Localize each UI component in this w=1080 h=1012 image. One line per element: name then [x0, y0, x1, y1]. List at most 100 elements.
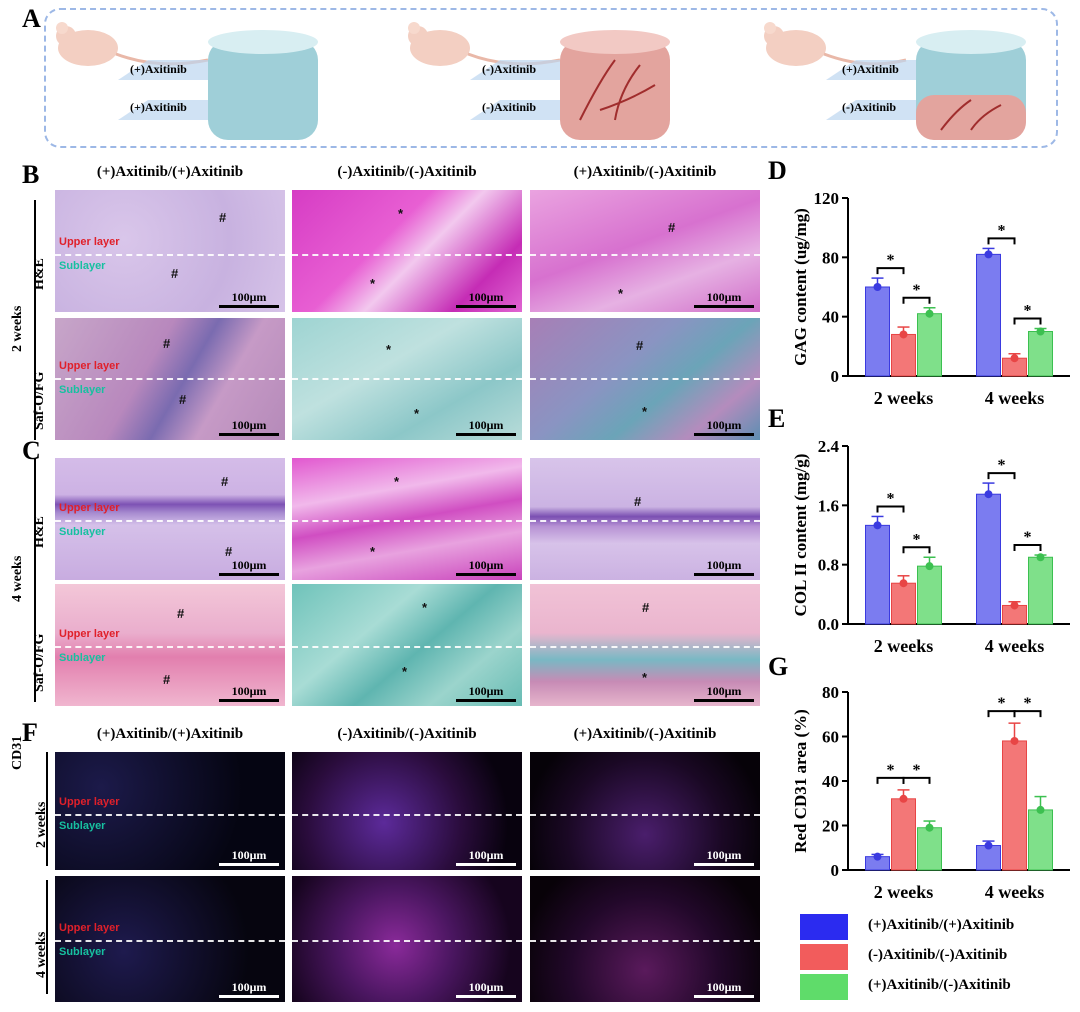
significance-star: *	[1024, 695, 1032, 712]
scale-bar: 100μm	[694, 290, 754, 308]
micrograph-b-he-2: * * 100μm	[292, 190, 522, 312]
y-axis-label: GAG content (ug/mg)	[791, 208, 810, 366]
y-tick-label: 120	[814, 189, 840, 208]
micrograph-c-he-1: Upper layer Sublayer # # 100μm	[55, 458, 285, 580]
column-title-1: (+)Axitinib/(+)Axitinib	[96, 164, 244, 180]
micrograph-c-saf-3: # * 100μm	[530, 584, 760, 706]
column-title-3: (+)Axitinib/(-)Axitinib	[573, 726, 717, 742]
bracket-f-2w	[46, 752, 48, 866]
scale-bar-label: 100μm	[231, 418, 267, 432]
layer-divider	[55, 814, 285, 816]
micrograph-c-he-2: * * 100μm	[292, 458, 522, 580]
y-tick-label: 40	[822, 772, 839, 791]
significance-bracket	[902, 776, 931, 784]
asterisk-marker: *	[394, 474, 400, 489]
layer-divider	[530, 254, 760, 256]
hash-marker: #	[171, 266, 179, 281]
upper-layer-label: Upper layer	[59, 236, 120, 248]
time-label-2w: 2 weeks	[34, 801, 49, 848]
x-tick-label: 2 weeks	[874, 636, 934, 656]
data-point	[873, 852, 882, 861]
column-title-2: (-)Axitinib/(-)Axitinib	[337, 726, 477, 742]
bracket-4w	[34, 458, 36, 702]
y-tick-label: 60	[822, 728, 839, 747]
data-point	[1036, 327, 1045, 336]
time-label-4w: 4 weeks	[34, 931, 49, 978]
bar	[891, 333, 916, 377]
panel-g-letter: G	[768, 652, 789, 681]
schematic-bottom-label: (-)Axitinib	[482, 100, 536, 114]
significance-bracket	[876, 267, 905, 275]
layer-divider	[530, 814, 760, 816]
schematic-frame	[44, 8, 1058, 148]
layer-divider	[292, 520, 522, 522]
schematic-top-label: (+)Axitinib	[130, 62, 187, 76]
micrograph-f-2w-2: 100μm	[292, 752, 522, 870]
time-label-2w: 2 weeks	[10, 305, 25, 352]
bar	[976, 845, 1001, 871]
scale-bar: 100μm	[456, 558, 516, 576]
data-point	[899, 579, 908, 588]
hash-marker: #	[642, 600, 650, 615]
y-tick-label: 40	[822, 308, 839, 327]
micrograph-b-he-1: Upper layer Sublayer # # 100μm	[55, 190, 285, 312]
x-tick-label: 4 weeks	[985, 636, 1045, 656]
significance-star: *	[998, 222, 1006, 239]
bar	[976, 493, 1001, 625]
column-title-1: (+)Axitinib/(+)Axitinib	[96, 726, 244, 742]
schematic-bottom-label: (+)Axitinib	[130, 100, 187, 114]
legend-swatch-blue	[800, 914, 848, 940]
upper-layer-label: Upper layer	[59, 360, 120, 372]
hash-marker: #	[163, 336, 171, 351]
y-tick-label: 80	[822, 683, 839, 702]
x-tick-label: 4 weeks	[985, 882, 1045, 902]
significance-star: *	[913, 762, 921, 779]
legend-swatch-green	[800, 974, 848, 1000]
y-tick-label: 0	[831, 367, 840, 386]
scale-bar: 100μm	[456, 418, 516, 436]
stain-label-he: H&E	[32, 258, 47, 290]
upper-layer-label: Upper layer	[59, 628, 120, 640]
hash-marker: #	[177, 606, 185, 621]
scale-bar-label: 100μm	[706, 848, 742, 862]
y-tick-label: 0.0	[818, 615, 839, 634]
asterisk-marker: *	[370, 544, 376, 559]
chart-e: 0.0 0.8 1.6 2.4 COL II content (mg/g) 2 weeks…	[791, 437, 1070, 656]
panel-e-letter: E	[768, 404, 786, 433]
scale-bar: 100μm	[456, 980, 516, 998]
bar	[1002, 740, 1027, 871]
hash-marker: #	[634, 494, 642, 509]
y-axis-label: COL II content (mg/g)	[791, 454, 810, 617]
asterisk-marker: *	[642, 404, 648, 419]
sublayer-label: Sublayer	[59, 820, 106, 832]
significance-bracket	[1013, 544, 1042, 552]
micrograph-f-4w-2: 100μm	[292, 876, 522, 1002]
panel-d-letter: D	[768, 156, 787, 185]
scale-bar-label: 100μm	[468, 418, 504, 432]
data-point	[984, 490, 993, 499]
asterisk-marker: *	[618, 286, 624, 301]
asterisk-marker: *	[370, 276, 376, 291]
upper-layer-label: Upper layer	[59, 502, 120, 514]
asterisk-marker: *	[402, 664, 408, 679]
bar	[1028, 809, 1053, 871]
layer-divider	[530, 378, 760, 380]
bar	[891, 798, 916, 871]
legend-label: (+)Axitinib/(+)Axitinib	[868, 917, 1015, 933]
mouse-icon	[408, 22, 670, 140]
scale-bar-label: 100μm	[468, 684, 504, 698]
scale-bar-label: 100μm	[231, 290, 267, 304]
panel-b-letter: B	[22, 160, 40, 189]
y-tick-label: 0.8	[818, 556, 839, 575]
sublayer-label: Sublayer	[59, 260, 106, 272]
significance-bracket	[902, 546, 931, 554]
significance-star: *	[998, 695, 1006, 712]
bracket-2w	[34, 200, 36, 440]
sublayer-label: Sublayer	[59, 652, 106, 664]
layer-divider	[55, 646, 285, 648]
x-tick-label: 4 weeks	[985, 388, 1045, 408]
scale-bar: 100μm	[219, 684, 279, 702]
upper-layer-label: Upper layer	[59, 796, 120, 808]
hash-marker: #	[225, 544, 233, 559]
asterisk-marker: *	[398, 206, 404, 221]
